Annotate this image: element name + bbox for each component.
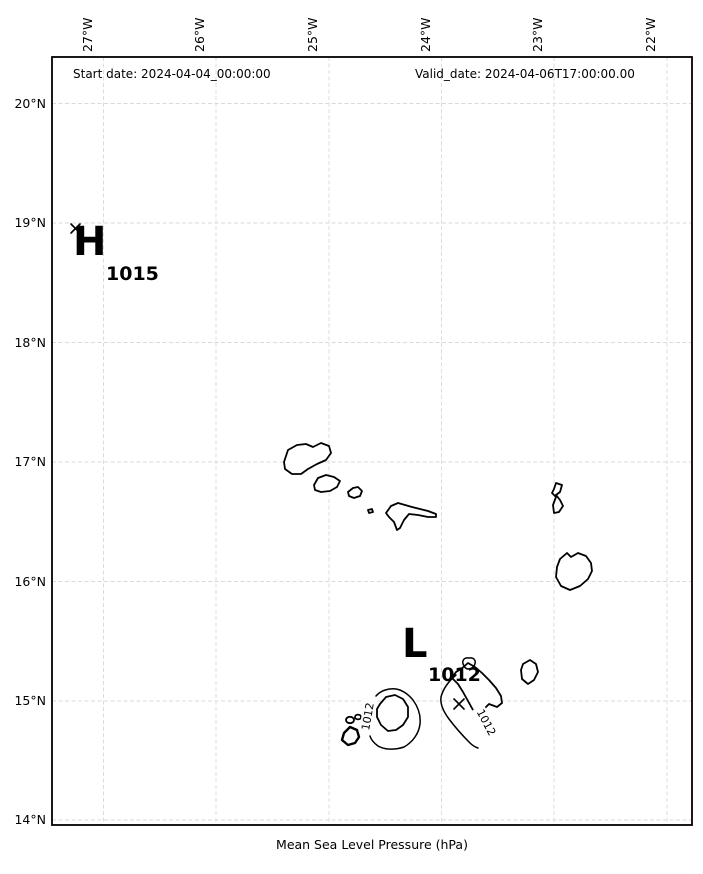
map-border (51, 56, 693, 826)
lat-tick-14n: 14°N (14, 812, 46, 827)
low-pressure-value: 1012 (428, 664, 481, 686)
isobar-1012-east (440, 674, 479, 749)
lat-tick-15n: 15°N (14, 693, 46, 708)
islet-branco (367, 508, 374, 514)
low-center-x-marker (453, 698, 465, 710)
lat-tick-18n: 18°N (14, 334, 46, 350)
lat-tick-20n: 20°N (14, 95, 46, 111)
island-sal (551, 482, 564, 514)
start-date-annotation: Start date: 2024-04-04_00:00:00 (73, 67, 271, 81)
island-sao-nicolau (385, 502, 437, 531)
lon-tick-26w: 26°W (192, 17, 207, 52)
island-santiago (451, 662, 503, 718)
lon-tick-23w: 23°W (530, 17, 545, 52)
island-boa-vista (555, 552, 593, 591)
high-pressure-symbol: H (73, 219, 107, 265)
island-santa-luzia (347, 486, 363, 499)
island-maio (520, 659, 539, 685)
low-pressure-symbol: L (402, 621, 428, 667)
lon-tick-25w: 25°W (305, 17, 320, 52)
high-pressure-value: 1015 (106, 263, 159, 285)
island-coastlines (283, 442, 593, 747)
x-axis-title: Mean Sea Level Pressure (hPa) (276, 837, 468, 852)
islet-near-brava-1 (345, 715, 355, 725)
isobar-contours (369, 657, 479, 750)
isobar-1012-west (369, 688, 421, 750)
island-santo-antao (283, 442, 332, 475)
lon-tick-24w: 24°W (417, 17, 433, 52)
lat-tick-16n: 16°N (14, 573, 46, 589)
lon-tick-27w: 27°W (79, 17, 95, 52)
valid-date-annotation: Valid_date: 2024-04-06T17:00:00.00 (415, 67, 635, 81)
lat-tick-19n: 19°N (14, 215, 46, 230)
isobar-1012-east-knot (462, 657, 476, 670)
island-sao-vicente (313, 474, 341, 493)
island-fogo (376, 694, 409, 732)
pressure-center-markers (70, 223, 465, 710)
island-brava (340, 725, 361, 747)
lat-tick-17n: 17°N (14, 454, 46, 469)
high-center-x-marker (70, 223, 81, 234)
lon-tick-22w: 22°W (643, 17, 658, 52)
